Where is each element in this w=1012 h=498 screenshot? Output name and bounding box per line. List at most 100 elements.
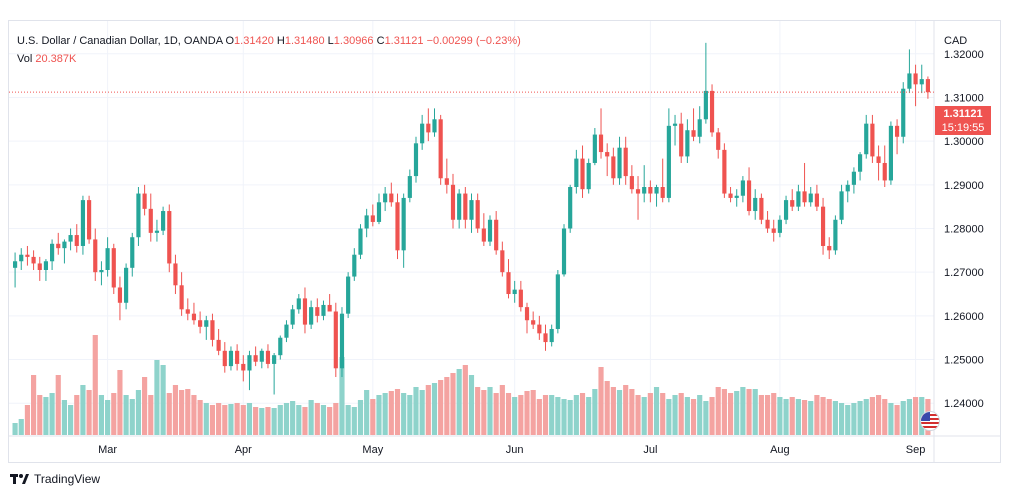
volume-bar <box>690 399 697 435</box>
volume-bar <box>647 393 653 435</box>
symbol-title[interactable]: U.S. Dollar / Canadian Dollar, 1D, OANDA <box>17 35 223 47</box>
candle-body <box>808 193 813 203</box>
x-tick-label: Aug <box>770 444 790 456</box>
volume-bar <box>49 393 55 435</box>
volume-bar <box>857 401 863 435</box>
candle-body <box>74 235 79 246</box>
volume-bar <box>68 405 74 435</box>
volume-bar <box>869 397 875 435</box>
candle-body <box>580 158 585 190</box>
x-tick-label: Sep <box>906 444 926 456</box>
candle-body <box>154 230 160 233</box>
candle-body <box>216 339 221 351</box>
volume-bar <box>388 391 394 435</box>
volume-bar <box>265 407 271 435</box>
volume-bar <box>290 401 296 435</box>
volume-bar <box>795 399 801 435</box>
candle-body <box>130 237 135 268</box>
candle-body <box>290 309 295 325</box>
y-tick-label: 1.27000 <box>944 267 984 279</box>
candle-body <box>617 147 622 179</box>
volume-bar <box>370 399 376 435</box>
volume-bar <box>12 423 18 435</box>
volume-bar <box>376 395 382 435</box>
volume-bar <box>419 390 425 435</box>
volume-bar <box>894 405 900 435</box>
last-price: 1.31121 <box>943 108 983 120</box>
volume-bar <box>216 403 222 435</box>
volume-bar <box>240 405 246 435</box>
y-tick-label: 1.30000 <box>944 136 984 148</box>
volume-bar <box>31 375 37 435</box>
candle-body <box>500 250 505 273</box>
volume-bar <box>444 377 450 435</box>
chart-border <box>8 20 1001 463</box>
volume-bar <box>771 393 777 435</box>
candle-body <box>272 355 277 364</box>
candle-body <box>413 143 419 177</box>
us-flag-icon[interactable] <box>920 411 940 431</box>
candle-body <box>173 263 178 286</box>
candle-body <box>592 134 597 163</box>
candle-body <box>919 79 924 85</box>
candle-body <box>31 256 36 264</box>
volume-bar <box>801 400 808 435</box>
volume-bar <box>117 370 123 435</box>
high-label: H <box>276 35 285 47</box>
candle-body <box>265 350 271 364</box>
candle-body <box>864 123 869 155</box>
candle-body <box>746 180 752 212</box>
volume-bar <box>900 401 906 435</box>
candle-body <box>629 176 634 190</box>
candle-body <box>851 171 856 185</box>
y-tick-label: 1.24000 <box>944 398 984 410</box>
volume-bar <box>413 387 419 435</box>
volume-bar <box>123 395 129 435</box>
low-label: L <box>327 35 334 47</box>
volume-bar <box>222 405 228 435</box>
candle-body <box>457 193 462 220</box>
volume-bar <box>635 395 641 435</box>
volume-bar <box>302 407 308 435</box>
candle-body <box>839 191 844 220</box>
volume-bar <box>549 395 555 435</box>
candle-body <box>765 219 770 229</box>
volume-bar <box>542 395 549 435</box>
volume-bar <box>820 397 826 435</box>
volume-bar <box>555 397 561 435</box>
candle-body <box>161 211 166 231</box>
candle-body <box>531 320 536 325</box>
volume-bar <box>672 395 678 435</box>
candle-body <box>438 119 443 179</box>
candle-body <box>605 152 610 157</box>
candle-body <box>783 200 789 220</box>
candle-body <box>672 123 678 126</box>
candle-body <box>481 228 486 242</box>
volume-bar <box>888 403 894 435</box>
volume-bar <box>814 395 820 435</box>
candle-body <box>142 193 147 209</box>
volume-bar <box>851 403 857 435</box>
volume-bar <box>752 389 758 435</box>
volume-bar <box>561 399 567 435</box>
volume-bar <box>586 397 592 435</box>
volume-bar <box>826 399 832 435</box>
volume-bar <box>524 391 530 435</box>
volume-bar <box>660 393 666 435</box>
candle-body <box>524 307 530 321</box>
candle-body <box>870 123 875 157</box>
volume-label[interactable]: Vol <box>17 53 33 65</box>
volume-bar <box>518 395 524 435</box>
volume-bar <box>43 397 49 435</box>
tradingview-brand[interactable]: TradingView <box>10 472 100 486</box>
volume-bar <box>351 407 357 435</box>
volume-bar <box>345 405 351 435</box>
candle-body <box>105 248 110 270</box>
candle-body <box>845 184 850 192</box>
volume-bar <box>37 395 43 435</box>
candle-body <box>358 228 363 255</box>
candle-body <box>99 270 104 273</box>
volume-bar <box>684 397 690 435</box>
volume-bar <box>61 400 68 435</box>
